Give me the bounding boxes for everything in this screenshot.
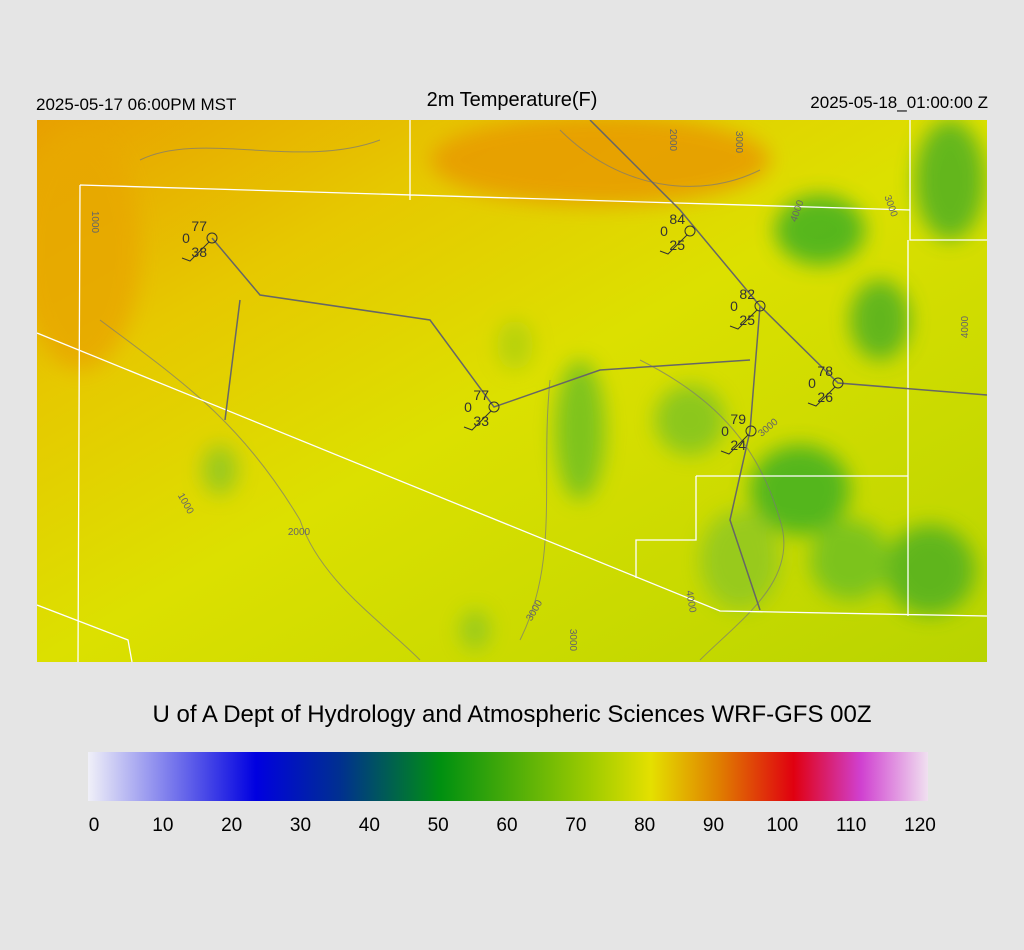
station-circle [206, 232, 218, 244]
station-temperature: 77 [191, 218, 207, 234]
station-temperature: 79 [730, 411, 746, 427]
station-temperature: 82 [739, 286, 755, 302]
station-temperature: 77 [473, 387, 489, 403]
wind-barb [720, 434, 749, 455]
station-temperature: 78 [817, 363, 833, 379]
model-time: 2025-05-18_01:00:00 Z [810, 93, 988, 112]
colorbar-tick-label: 50 [428, 815, 449, 836]
station-cover: 0 [808, 375, 816, 391]
station-cover: 0 [464, 399, 472, 415]
contour-label: 2000 [667, 129, 678, 152]
station-cover: 0 [721, 423, 729, 439]
station-dewpoint: 33 [473, 413, 489, 429]
colorbar-tick-label: 60 [496, 815, 517, 836]
colorbar-tick-label: 80 [634, 815, 655, 836]
station-dewpoint: 25 [739, 312, 755, 328]
colorbar-tick-label: 70 [565, 815, 586, 836]
colorbar-tick-label: 40 [359, 815, 380, 836]
station-dewpoint: 24 [730, 437, 746, 453]
contour-label: 1000 [89, 211, 100, 234]
map [37, 120, 987, 662]
station-temperature: 84 [669, 211, 685, 227]
wind-barb [807, 386, 836, 407]
wind-barb [659, 234, 688, 255]
colorbar-tick-label: 30 [290, 815, 311, 836]
contour-label: 3000 [567, 629, 578, 652]
colorbar-tick-label: 20 [221, 815, 242, 836]
colorbar-tick-label: 10 [152, 815, 173, 836]
wind-barb [181, 241, 210, 262]
station-circle [488, 401, 500, 413]
wind-barb [463, 410, 492, 431]
station-dewpoint: 25 [669, 237, 685, 253]
valid-time: 2025-05-17 06:00PM MST [36, 95, 236, 114]
colorbar-tick-label: 0 [89, 815, 100, 836]
colorbar-tick-label: 120 [904, 815, 936, 836]
station-cover: 0 [660, 223, 668, 239]
credit: U of A Dept of Hydrology and Atmospheric… [153, 701, 872, 728]
colorbar [88, 752, 928, 801]
contour-label: 2000 [288, 527, 311, 538]
station-cover: 0 [730, 298, 738, 314]
station-cover: 0 [182, 230, 190, 246]
colorbar-tick-label: 110 [836, 815, 866, 836]
station-circle [684, 225, 696, 237]
wind-barb [729, 309, 758, 330]
station-circle [745, 425, 757, 437]
station-circle [754, 300, 766, 312]
station-dewpoint: 38 [191, 244, 207, 260]
station-circle [832, 377, 844, 389]
contour-label: 4000 [683, 590, 698, 614]
colorbar-tick-label: 90 [703, 815, 724, 836]
contour-label: 3000 [733, 131, 744, 154]
colorbar-tick-label: 100 [766, 815, 798, 836]
title: 2m Temperature(F) [427, 89, 598, 111]
contour-label: 4000 [960, 315, 971, 338]
station-dewpoint: 26 [817, 389, 833, 405]
